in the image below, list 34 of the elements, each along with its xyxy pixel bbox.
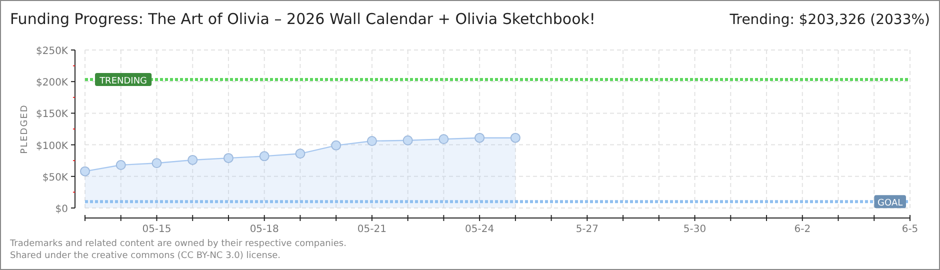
chart-title: Funding Progress: The Art of Olivia – 2026 Wall Calendar + Olivia Sketchbook! xyxy=(10,10,596,28)
x-tick-label: 5-27 xyxy=(576,224,599,235)
point xyxy=(223,153,234,164)
point xyxy=(474,132,485,143)
point xyxy=(188,154,198,165)
point xyxy=(259,151,270,162)
text: Shared under the creative commons (CC BY-NC 3.0) license. xyxy=(10,251,281,261)
point xyxy=(438,134,449,144)
y-tick-label: $200K xyxy=(36,78,68,89)
y-tick-label: $100K xyxy=(36,140,68,152)
point xyxy=(152,158,162,168)
ref-line-label: GOAL xyxy=(878,198,903,209)
point xyxy=(295,148,306,159)
x-tick-label: 6-5 xyxy=(902,224,918,235)
point xyxy=(366,136,377,146)
point xyxy=(80,166,90,176)
y-tick-label: $0 xyxy=(55,204,68,215)
x-tick-label: 05-21 xyxy=(357,224,386,235)
y-tick-label: $250K xyxy=(36,46,68,57)
x-tick-label: 05-24 xyxy=(465,224,494,235)
point xyxy=(116,160,126,170)
y-tick-label: $150K xyxy=(36,109,68,120)
y-tick-label: $50K xyxy=(42,172,68,184)
x-tick-label: 5-30 xyxy=(683,224,706,235)
x-tick-label: 05-15 xyxy=(142,224,172,235)
text: Trademarks and related content are owned by their respective companies. xyxy=(9,239,346,249)
point xyxy=(331,140,342,150)
ref-line-label: TRENDING xyxy=(98,76,148,86)
point xyxy=(510,132,520,143)
x-tick-label: 05-18 xyxy=(250,224,279,235)
y-axis-title: PLEDGED xyxy=(20,104,30,154)
chart-subtitle: Trending: $203,326 (2033%) xyxy=(728,12,930,28)
point xyxy=(402,135,413,146)
x-tick-label: 6-2 xyxy=(794,224,811,235)
